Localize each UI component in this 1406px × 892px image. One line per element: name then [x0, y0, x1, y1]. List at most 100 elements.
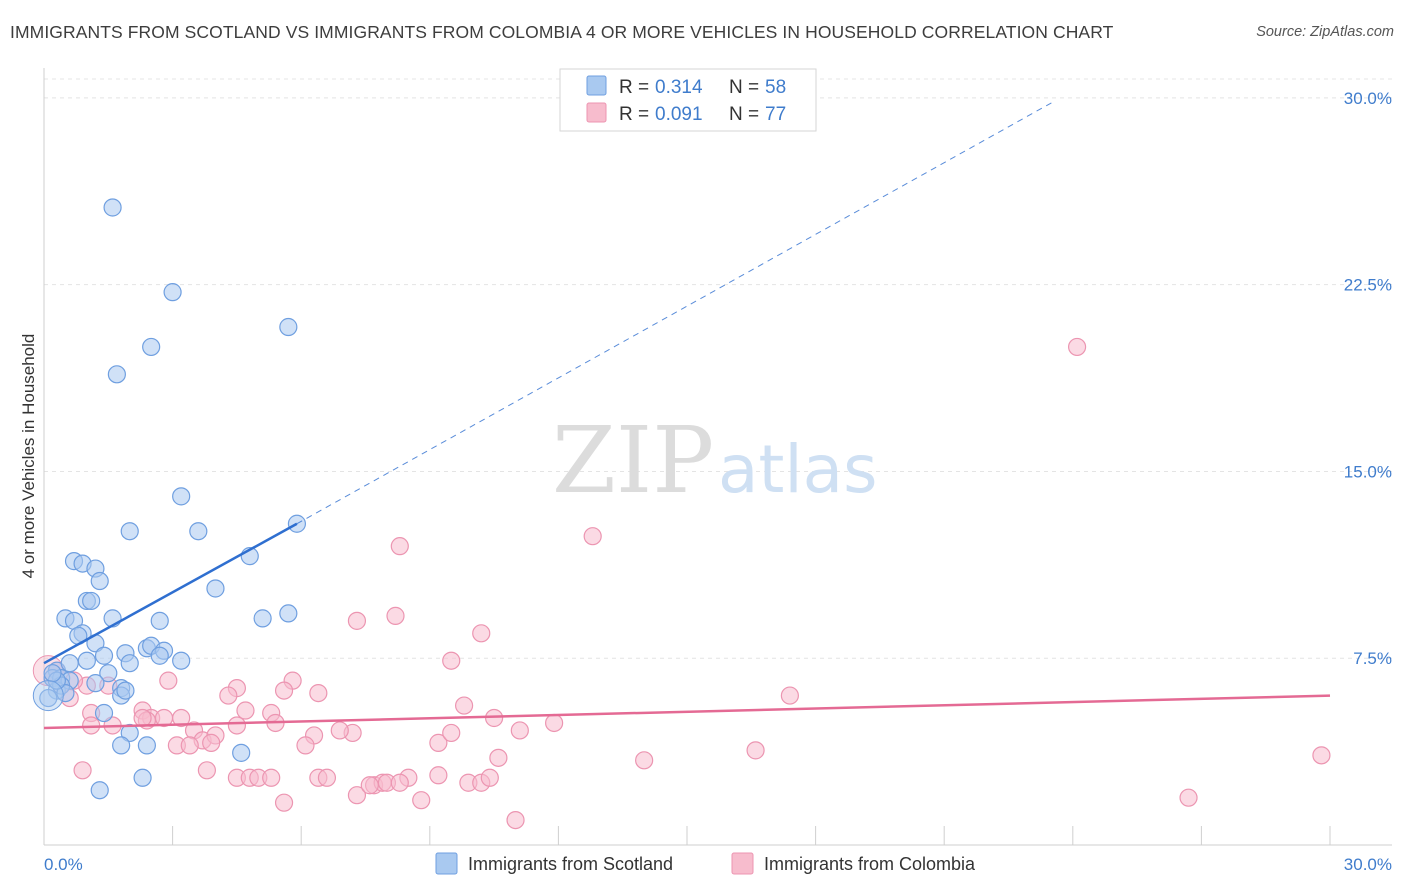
y-tick-label-2: 22.5% [1344, 276, 1392, 295]
y-tick-label-0: 7.5% [1353, 649, 1392, 668]
colombia-point-35 [545, 713, 564, 733]
scotland-trend-extension [296, 102, 1052, 525]
colombia-point-76 [133, 708, 152, 728]
scotland-point-3 [142, 337, 161, 357]
colombia-point-1 [583, 527, 602, 546]
colombia-point-10 [159, 671, 178, 690]
colombia-point-5 [347, 611, 367, 630]
colombia-point-75 [390, 773, 409, 792]
colombia-point-8 [309, 683, 328, 703]
scotland-point-14 [206, 579, 225, 598]
scotland-point-5 [172, 487, 191, 506]
colombia-point-16 [780, 686, 799, 705]
colombia-point-73 [330, 721, 349, 740]
scotland-point-52 [112, 736, 131, 755]
watermark-atlas: atlas [718, 431, 878, 508]
colombia-point-67 [506, 810, 525, 830]
colombia-point-15 [274, 681, 294, 700]
scotland-point-34 [172, 651, 191, 670]
scotland-point-53 [232, 743, 251, 762]
colombia-point-68 [1179, 788, 1198, 807]
colombia-point-39 [180, 736, 199, 755]
trend-lines [43, 102, 1331, 730]
colombia-point-74 [360, 776, 379, 795]
colombia-point-45 [635, 751, 654, 770]
colombia-point-55 [317, 768, 337, 787]
scotland-trend-line [43, 522, 298, 665]
scotland-point-57 [43, 664, 62, 683]
scotland-point-56 [39, 688, 58, 708]
scotland-point-2 [279, 317, 298, 337]
series-legend-swatch-colombia [731, 852, 754, 875]
colombia-point-42 [429, 733, 448, 752]
scotland-point-6 [120, 522, 139, 541]
scotland-point-47 [116, 681, 135, 700]
scotland-point-51 [137, 736, 156, 755]
colombia-point-2 [390, 537, 409, 556]
scotland-point-30 [94, 646, 114, 665]
source-credit: Source: ZipAtlas.com [1256, 24, 1394, 40]
colombia-point-65 [412, 791, 431, 810]
y-axis-title: 4 or more Vehicles in Household [19, 334, 38, 579]
scotland-point-50 [120, 723, 139, 743]
scotland-point-21 [253, 609, 272, 628]
legend-r-label-scotland: R = [619, 77, 649, 98]
legend-n-value-scotland: 58 [765, 77, 786, 98]
colombia-point-30 [227, 716, 246, 735]
colombia-point-49 [197, 761, 216, 780]
colombia-point-64 [347, 786, 367, 805]
y-tick-labels: 7.5% 15.0% 22.5% 30.0% [1344, 89, 1392, 668]
legend-n-label-scotland: N = [729, 77, 759, 98]
legend-swatch-colombia [586, 102, 607, 123]
scotland-point-32 [60, 654, 79, 673]
scotland-point-0 [103, 198, 122, 217]
series-legend-label-colombia: Immigrants from Colombia [764, 854, 976, 874]
legend-r-value-colombia: 0.091 [655, 104, 703, 125]
watermark-zip: ZIP [552, 407, 714, 514]
scotland-point-49 [94, 703, 114, 723]
colombia-point-41 [296, 736, 315, 755]
legend-swatch-scotland [586, 75, 607, 96]
scotland-point-16 [82, 591, 101, 611]
colombia-trend-line [43, 694, 1331, 730]
scotland-point-55 [90, 781, 109, 800]
y-tick-label-1: 15.0% [1344, 462, 1392, 481]
scotland-point-4 [107, 365, 126, 384]
legend-r-value-scotland: 0.314 [655, 77, 703, 98]
watermark: ZIP atlas [552, 407, 878, 514]
colombia-point-48 [73, 761, 92, 780]
colombia-point-4 [386, 606, 405, 625]
scotland-point-37 [99, 664, 118, 683]
y-tick-label-3: 30.0% [1344, 89, 1392, 108]
scotland-point-7 [189, 522, 208, 541]
colombia-point-43 [442, 723, 461, 743]
colombia-point-34 [510, 721, 529, 740]
stats-legend: R = 0.314 N = 58 R = 0.091 N = 77 [559, 68, 817, 132]
chart-title: IMMIGRANTS FROM SCOTLAND VS IMMIGRANTS F… [10, 22, 1114, 42]
scotland-point-54 [133, 768, 152, 787]
scotland-point-41 [86, 674, 105, 693]
colombia-point-53 [262, 768, 281, 787]
axes [43, 68, 1392, 846]
colombia-point-63 [480, 768, 499, 787]
scotland-point-33 [77, 651, 96, 670]
colombia-point-3 [472, 624, 491, 643]
series-legend: Immigrants from Scotland Immigrants from… [435, 852, 976, 875]
colombia-point-66 [274, 793, 294, 812]
scotland-point-36 [150, 646, 169, 665]
legend-n-value-colombia: 77 [765, 104, 786, 125]
colombia-point-47 [1312, 746, 1331, 765]
colombia-point-60 [429, 766, 448, 785]
x-tick-label-end: 30.0% [1344, 855, 1392, 874]
scotland-point-22 [279, 604, 298, 623]
series-legend-swatch-scotland [435, 852, 458, 875]
scotland-point-20 [150, 611, 169, 630]
colombia-point-0 [1067, 337, 1087, 357]
scotland-cluster-point [32, 680, 64, 712]
colombia-point-44 [489, 748, 508, 767]
grid-lines [44, 78, 1392, 659]
legend-n-label-colombia: N = [729, 104, 759, 125]
colombia-point-25 [172, 708, 191, 728]
scotland-points [32, 198, 307, 800]
